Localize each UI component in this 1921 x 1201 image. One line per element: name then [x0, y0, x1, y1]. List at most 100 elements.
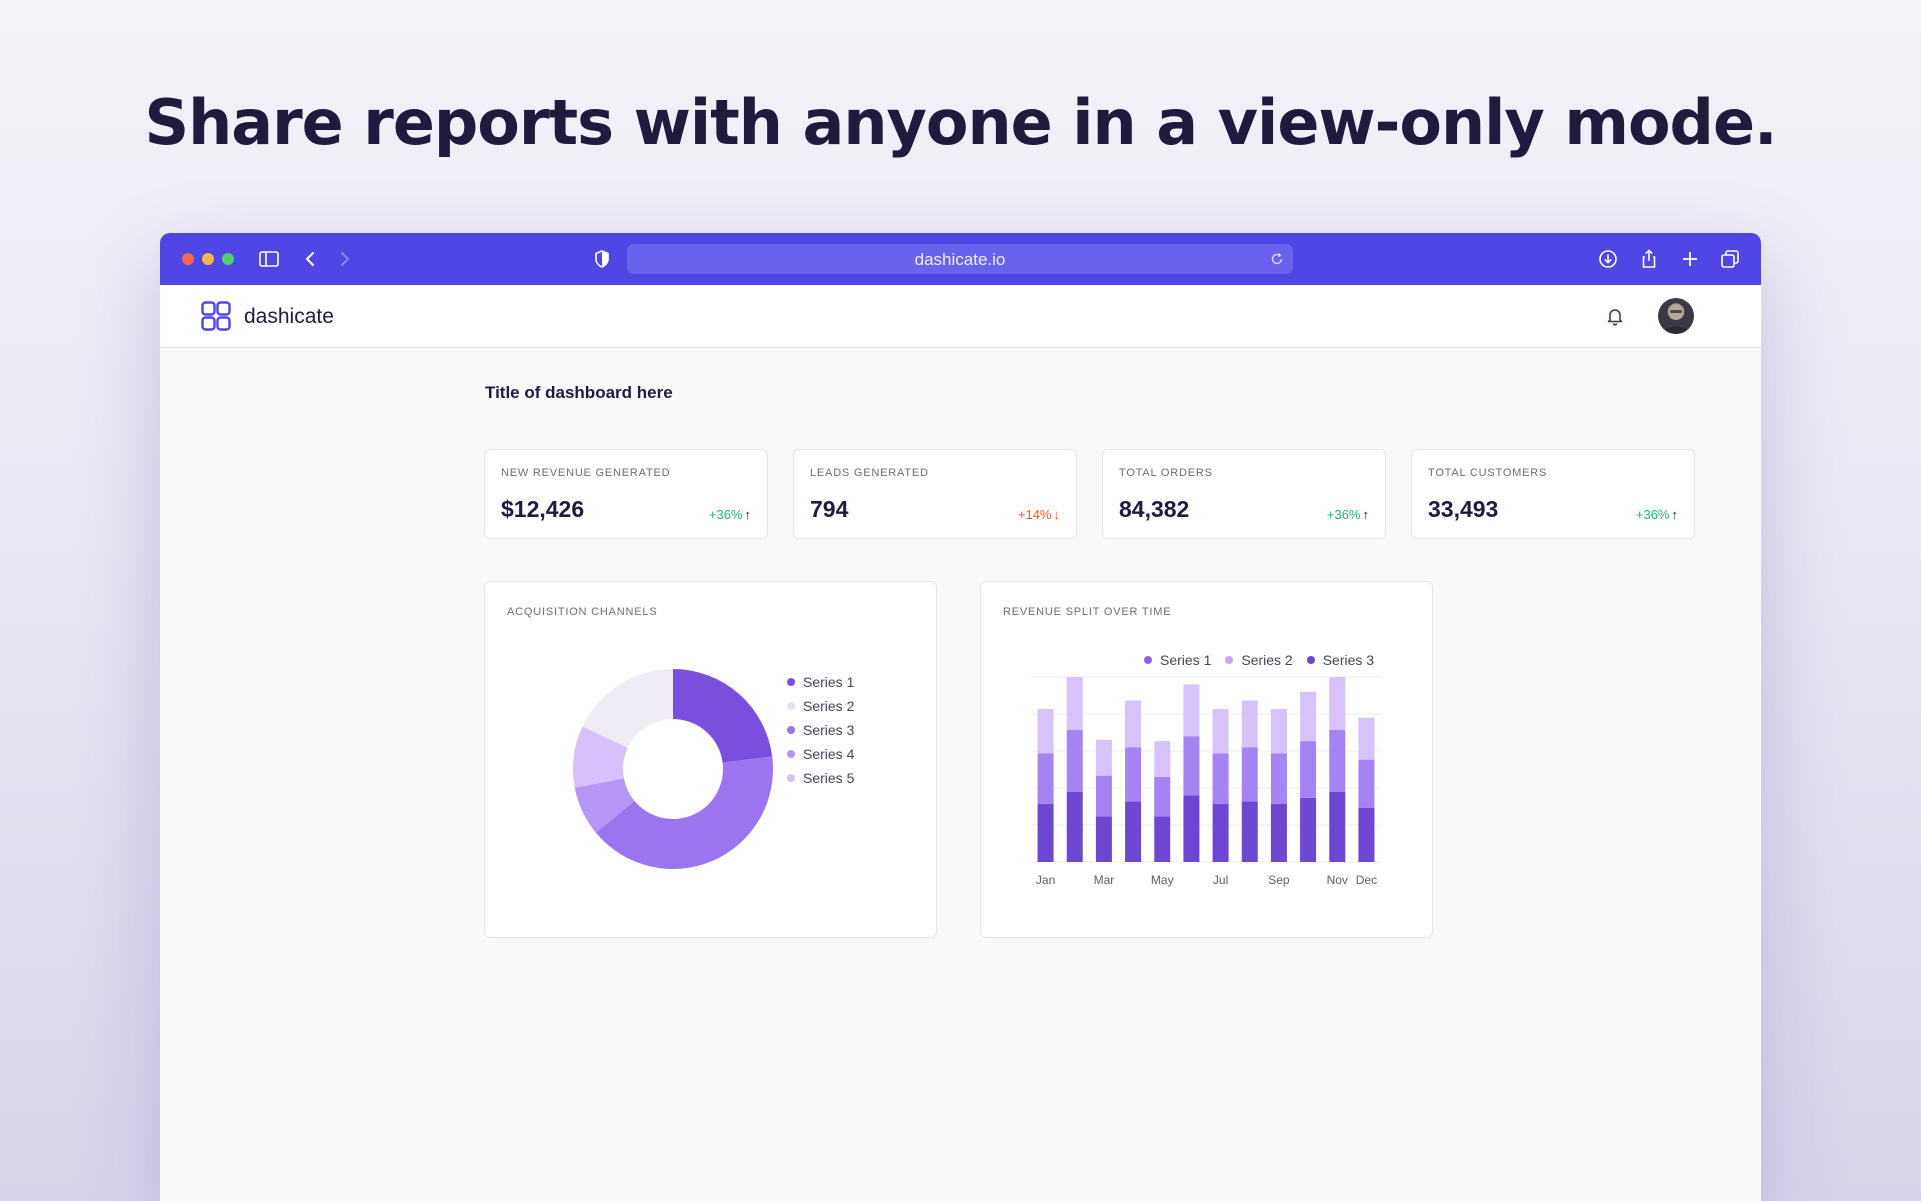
kpi-delta-text: +36%: [1326, 507, 1361, 522]
bar-legend-item-series-3[interactable]: Series 3: [1306, 648, 1375, 672]
bar-segment-mar-series-3[interactable]: [1095, 775, 1112, 817]
bar-segment-aug-series-2[interactable]: [1241, 700, 1258, 748]
bar-segment-apr-series-3[interactable]: [1125, 747, 1142, 802]
page-headline: Share reports with anyone in a view-only…: [144, 86, 1777, 159]
arrow-down-icon: ↓: [1053, 507, 1061, 522]
x-tick-label: May: [1151, 873, 1174, 887]
x-tick-label: Nov: [1327, 873, 1348, 887]
x-tick-label: Dec: [1356, 873, 1377, 887]
bar-segment-jul-series-2[interactable]: [1212, 709, 1229, 754]
bar-segment-nov-series-3[interactable]: [1329, 730, 1346, 792]
bar-segment-dec-series-3[interactable]: [1358, 759, 1375, 808]
legend-item-series-1[interactable]: Series 1: [787, 670, 854, 694]
bar-segment-sep-series-2[interactable]: [1270, 709, 1287, 754]
tabs-overview-icon[interactable]: [1719, 248, 1741, 270]
kpi-delta-text: +14%: [1017, 507, 1052, 522]
bar-segment-mar-series-1[interactable]: [1095, 816, 1112, 862]
bar-segment-jun-series-3[interactable]: [1183, 736, 1200, 796]
donut-chart: [573, 669, 773, 869]
minimize-window-button[interactable]: [202, 253, 214, 265]
bar-segment-nov-series-2[interactable]: [1329, 677, 1346, 731]
bar-segment-jan-series-2[interactable]: [1037, 709, 1054, 754]
donut-slice-series-3[interactable]: [595, 756, 773, 869]
legend-swatch: [1144, 656, 1152, 664]
bar-segment-jul-series-1[interactable]: [1212, 804, 1229, 862]
bar-segment-feb-series-2[interactable]: [1066, 677, 1083, 731]
legend-label: Series 1: [1160, 652, 1212, 668]
bar-segment-jan-series-3[interactable]: [1037, 753, 1054, 805]
donut-slice-series-2[interactable]: [582, 669, 673, 748]
legend-label: Series 5: [803, 770, 855, 786]
kpi-delta-text: +36%: [708, 507, 743, 522]
back-icon[interactable]: [300, 248, 322, 270]
stacked-bar-chart: Jan Mar May Jul Sep Nov Dec: [1031, 676, 1381, 887]
bar-segment-apr-series-1[interactable]: [1125, 801, 1142, 862]
bar-segment-may-series-3[interactable]: [1154, 776, 1171, 817]
bar-segment-aug-series-3[interactable]: [1241, 747, 1258, 802]
legend-swatch: [787, 774, 795, 782]
legend-item-series-4[interactable]: Series 4: [787, 742, 854, 766]
close-window-button[interactable]: [182, 253, 194, 265]
url-text: dashicate.io: [914, 250, 1006, 269]
forward-icon[interactable]: [333, 248, 355, 270]
sidebar-icon[interactable]: [258, 248, 280, 270]
legend-label: Series 1: [803, 674, 855, 690]
bar-segment-dec-series-1[interactable]: [1358, 807, 1375, 862]
x-tick-label: Jul: [1213, 873, 1228, 887]
legend-swatch: [1225, 656, 1234, 664]
legend-item-series-2[interactable]: Series 2: [787, 694, 854, 718]
bar-segment-jun-series-1[interactable]: [1183, 795, 1200, 862]
bar-segment-jul-series-3[interactable]: [1212, 753, 1229, 805]
kpi-delta-text: +36%: [1635, 507, 1670, 522]
bar-segment-jun-series-2[interactable]: [1183, 684, 1200, 737]
download-icon[interactable]: [1597, 248, 1619, 270]
avatar[interactable]: [1658, 298, 1694, 334]
maximize-window-button[interactable]: [222, 253, 234, 265]
bar-segment-oct-series-3[interactable]: [1300, 741, 1317, 798]
bar-segment-feb-series-1[interactable]: [1066, 791, 1083, 862]
donut-slice-series-1[interactable]: [673, 669, 773, 763]
browser-toolbar: dashicate.io: [160, 233, 1761, 285]
reload-icon[interactable]: [1269, 251, 1285, 267]
kpi-label: TOTAL CUSTOMERS: [1428, 467, 1548, 479]
new-tab-icon[interactable]: [1679, 248, 1701, 270]
card-title: ACQUISITION CHANNELS: [507, 606, 658, 618]
bell-icon[interactable]: [1604, 305, 1626, 327]
bar-segment-aug-series-1[interactable]: [1241, 801, 1258, 862]
legend-label: Series 3: [803, 722, 855, 738]
kpi-label: TOTAL ORDERS: [1119, 467, 1213, 479]
brand-name[interactable]: dashicate: [244, 305, 334, 328]
bar-segment-dec-series-2[interactable]: [1358, 717, 1375, 760]
legend-label: Series 2: [803, 698, 855, 714]
address-bar[interactable]: dashicate.io: [627, 244, 1293, 274]
bar-segment-apr-series-2[interactable]: [1125, 700, 1142, 748]
bar-segment-feb-series-3[interactable]: [1066, 730, 1083, 792]
dashicate-logo-icon[interactable]: [201, 301, 231, 331]
kpi-label: NEW REVENUE GENERATED: [501, 467, 671, 479]
donut-slice-series-4[interactable]: [574, 778, 635, 833]
shield-icon: [591, 248, 613, 270]
bar-segment-sep-series-3[interactable]: [1270, 753, 1287, 805]
bar-legend-item-series-1[interactable]: Series 1: [1144, 648, 1211, 672]
acquisition-channels-card: ACQUISITION CHANNELS Series 1 Series 2 Ser…: [484, 581, 937, 938]
bar-legend-item-series-2[interactable]: Series 2: [1225, 648, 1293, 672]
donut-slice-series-5[interactable]: [573, 726, 628, 788]
legend-item-series-5[interactable]: Series 5: [787, 766, 854, 790]
arrow-up-icon: ↑: [1671, 507, 1679, 522]
bar-segment-may-series-2[interactable]: [1154, 741, 1171, 777]
bar-segment-oct-series-2[interactable]: [1300, 691, 1317, 742]
bar-segment-oct-series-1[interactable]: [1300, 797, 1317, 862]
bar-segment-sep-series-1[interactable]: [1270, 804, 1287, 862]
bar-segment-mar-series-2[interactable]: [1095, 739, 1112, 776]
bar-segment-nov-series-1[interactable]: [1329, 791, 1346, 862]
bar-segment-may-series-1[interactable]: [1154, 816, 1171, 862]
legend-item-series-3[interactable]: Series 3: [787, 718, 854, 742]
bar-segment-jan-series-1[interactable]: [1037, 804, 1054, 862]
kpi-card-orders: TOTAL ORDERS 84,382 +36% ↑: [1102, 449, 1386, 539]
share-icon[interactable]: [1638, 248, 1660, 270]
x-tick-label: Sep: [1268, 873, 1290, 887]
x-tick-label: Jan: [1036, 873, 1055, 887]
legend-label: Series 3: [1322, 652, 1375, 668]
legend-swatch: [1306, 656, 1315, 664]
revenue-split-card: REVENUE SPLIT OVER TIME Jan Mar May Jul Sep N…: [980, 581, 1433, 938]
